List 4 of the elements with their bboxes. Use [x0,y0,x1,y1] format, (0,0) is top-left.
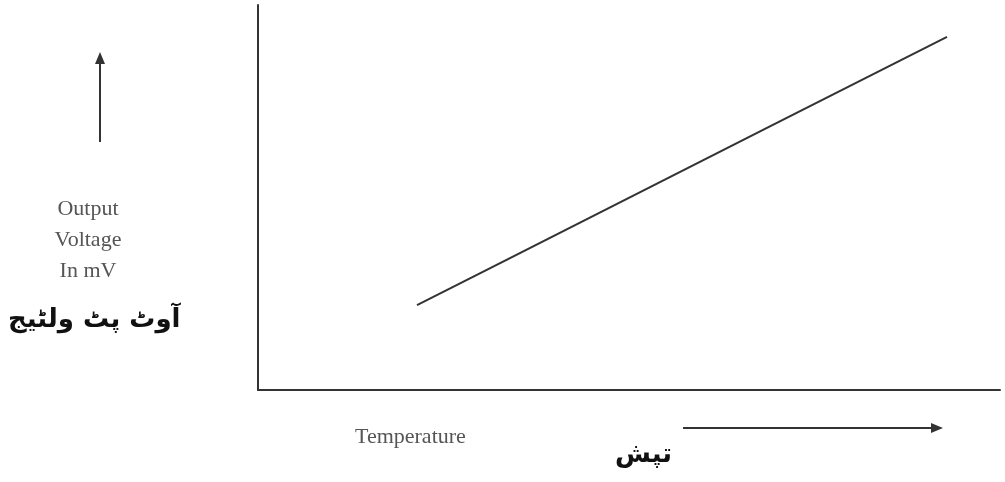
text: تپش [615,438,673,468]
text: آوٹ پٹ ولٹیج [8,302,182,334]
x-axis-title: Temperature [355,422,466,448]
text: Output Voltage In mV [54,195,122,282]
